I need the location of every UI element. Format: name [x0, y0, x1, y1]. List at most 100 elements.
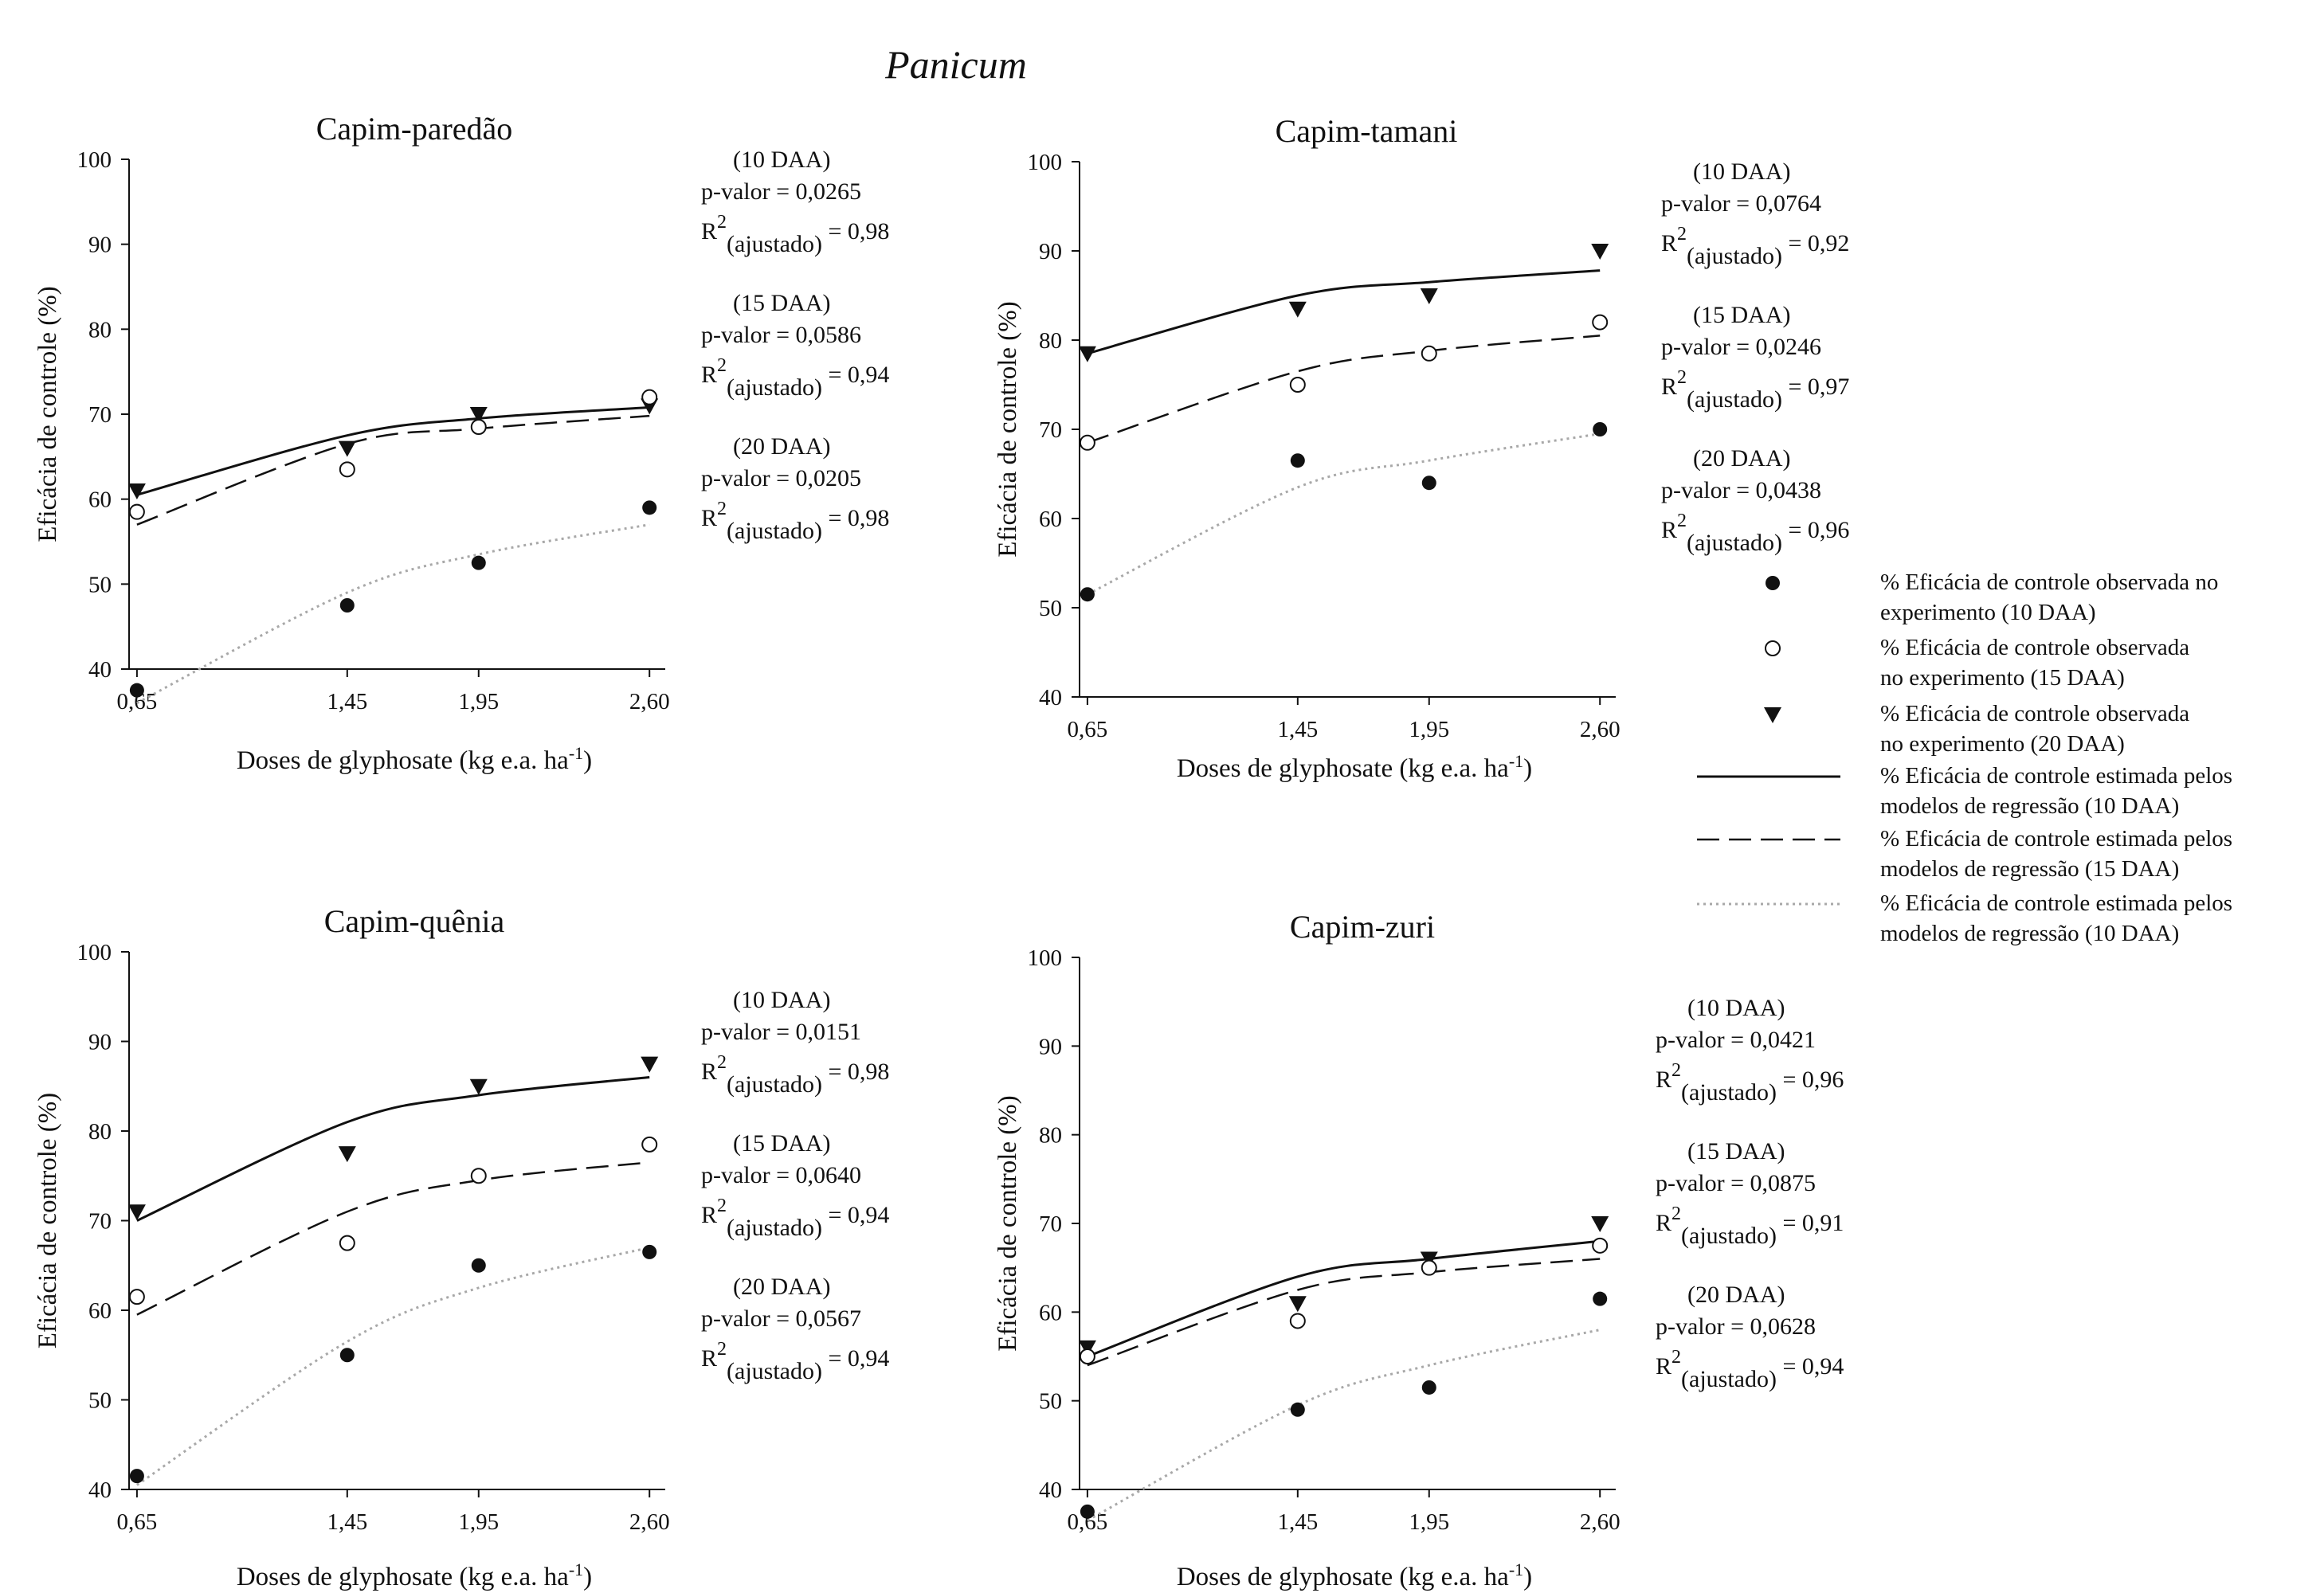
x-tick-label: 2,60	[1580, 717, 1621, 742]
y-tick-label: 60	[1039, 1300, 1062, 1325]
stat-pvalue: p-valor = 0,0640	[701, 1162, 861, 1188]
y-tick-label: 100	[1028, 150, 1063, 175]
y-tick-label: 100	[77, 147, 112, 173]
legend-swatch-triangle	[1764, 707, 1781, 723]
y-tick-label: 40	[88, 657, 112, 683]
stat-label: (20 DAA)	[733, 433, 830, 460]
fit-line-dashed	[1087, 335, 1601, 444]
y-tick-label: 70	[1039, 1211, 1062, 1237]
legend-item: % Eficácia de controle observada no expe…	[1766, 569, 2218, 625]
stat-r2: R2(ajustado) = 0,94	[1656, 1347, 1844, 1392]
legend-text: no experimento (15 DAA)	[1880, 665, 2125, 691]
stat-r2: R2(ajustado) = 0,96	[1661, 511, 1849, 556]
data-point-circle-open	[128, 1289, 145, 1305]
data-point-circle-open	[1421, 1259, 1437, 1276]
stat-r2: R2(ajustado) = 0,92	[1661, 224, 1849, 269]
x-tick-label: 2,60	[1580, 1509, 1621, 1535]
x-tick-label: 1,95	[1409, 1509, 1449, 1535]
data-point-triangle	[1591, 244, 1609, 260]
data-point-triangle	[338, 440, 356, 457]
panel-title: Capim-quênia	[324, 903, 505, 939]
data-point-circle-filled	[471, 1258, 486, 1273]
data-point-circle-open	[1289, 377, 1306, 393]
x-axis-label: Doses de glyphosate (kg e.a. ha-1)	[1177, 751, 1532, 784]
data-point-circle-filled	[339, 598, 355, 613]
y-tick-label: 100	[77, 940, 112, 965]
stat-r2: R2(ajustado) = 0,94	[701, 1196, 889, 1241]
x-tick-label: 1,45	[327, 1509, 367, 1535]
y-tick-label: 70	[88, 402, 112, 428]
data-point-circle-open	[1079, 434, 1095, 451]
fit-line-solid	[136, 1076, 650, 1222]
fit-line-solid	[1087, 1239, 1601, 1358]
data-point-circle-filled	[1080, 587, 1095, 602]
data-point-circle-filled	[129, 683, 144, 698]
data-point-triangle	[1420, 1251, 1438, 1268]
data-point-circle-filled	[1290, 1402, 1305, 1417]
stat-label: (15 DAA)	[733, 290, 830, 316]
data-point-circle-open	[1079, 1348, 1095, 1364]
y-tick-label: 60	[88, 1298, 112, 1324]
data-point-circle-filled	[129, 1469, 144, 1484]
stat-pvalue: p-valor = 0,0246	[1661, 334, 1821, 360]
legend-swatch-circle-open	[1765, 640, 1781, 656]
stat-r2: R2(ajustado) = 0,98	[701, 1052, 889, 1098]
fit-line-dotted	[136, 523, 650, 704]
legend: % Eficácia de controle observada no expe…	[1697, 569, 2232, 946]
data-point-triangle	[1078, 1340, 1096, 1356]
data-point-circle-open	[1421, 345, 1437, 362]
stat-pvalue: p-valor = 0,0628	[1656, 1313, 1816, 1340]
data-point-triangle	[1420, 288, 1438, 304]
stat-pvalue: p-valor = 0,0764	[1661, 190, 1821, 217]
y-tick-label: 40	[1039, 1478, 1062, 1503]
legend-swatch-circle-filled	[1766, 576, 1780, 590]
x-axis-label: Doses de glyphosate (kg e.a. ha-1)	[1177, 1560, 1532, 1592]
legend-text: % Eficácia de controle observada no	[1880, 569, 2218, 595]
legend-item: % Eficácia de controle estimada pelos mo…	[1697, 826, 2232, 882]
data-point-circle-open	[470, 419, 487, 435]
data-point-triangle	[1078, 346, 1096, 362]
stat-r2: R2(ajustado) = 0,91	[1656, 1204, 1844, 1249]
x-tick-label: 2,60	[629, 1509, 670, 1535]
data-point-triangle	[1288, 1296, 1307, 1313]
y-tick-label: 50	[88, 572, 112, 597]
fit-line-solid	[136, 405, 650, 496]
x-tick-label: 0,65	[117, 1509, 158, 1535]
legend-item: % Eficácia de controle observada no expe…	[1764, 701, 2189, 757]
y-tick-label: 100	[1028, 945, 1063, 971]
stat-label: (10 DAA)	[1687, 995, 1785, 1021]
data-point-triangle	[1591, 1216, 1609, 1232]
data-point-circle-filled	[1080, 1504, 1095, 1519]
x-axis-label: Doses de glyphosate (kg e.a. ha-1)	[237, 743, 592, 776]
data-point-circle-open	[641, 1136, 658, 1153]
data-point-circle-open	[641, 389, 658, 405]
y-tick-label: 40	[1039, 685, 1062, 710]
stat-r2: R2(ajustado) = 0,94	[701, 355, 889, 401]
x-tick-label: 1,95	[458, 689, 499, 714]
data-point-triangle	[127, 1204, 146, 1221]
x-tick-label: 1,45	[1277, 717, 1318, 742]
stat-label: (20 DAA)	[1687, 1282, 1785, 1308]
y-tick-label: 70	[1039, 417, 1062, 443]
y-tick-label: 60	[1039, 507, 1062, 532]
data-point-circle-open	[1289, 1313, 1306, 1329]
y-tick-label: 50	[1039, 1389, 1062, 1415]
stat-label: (20 DAA)	[1693, 445, 1790, 472]
y-tick-label: 90	[88, 1030, 112, 1055]
data-point-circle-filled	[1421, 1380, 1436, 1395]
stat-pvalue: p-valor = 0,0875	[1656, 1170, 1816, 1196]
data-point-triangle	[338, 1146, 356, 1163]
x-tick-label: 1,95	[1409, 717, 1449, 742]
stat-r2: R2(ajustado) = 0,96	[1656, 1060, 1844, 1106]
y-tick-label: 50	[88, 1388, 112, 1414]
x-tick-label: 0,65	[1068, 717, 1108, 742]
stat-pvalue: p-valor = 0,0421	[1656, 1027, 1816, 1053]
panel-title: Capim-tamani	[1276, 113, 1458, 149]
x-tick-label: 1,45	[327, 689, 367, 714]
y-axis-label: Eficácia de controle (%)	[993, 301, 1022, 558]
legend-text: modelos de regressão (10 DAA)	[1880, 921, 2179, 946]
stat-r2: R2(ajustado) = 0,97	[1661, 367, 1849, 413]
data-point-circle-filled	[1421, 476, 1436, 491]
legend-text: no experimento (20 DAA)	[1880, 731, 2125, 757]
legend-text: % Eficácia de controle estimada pelos	[1880, 826, 2232, 851]
